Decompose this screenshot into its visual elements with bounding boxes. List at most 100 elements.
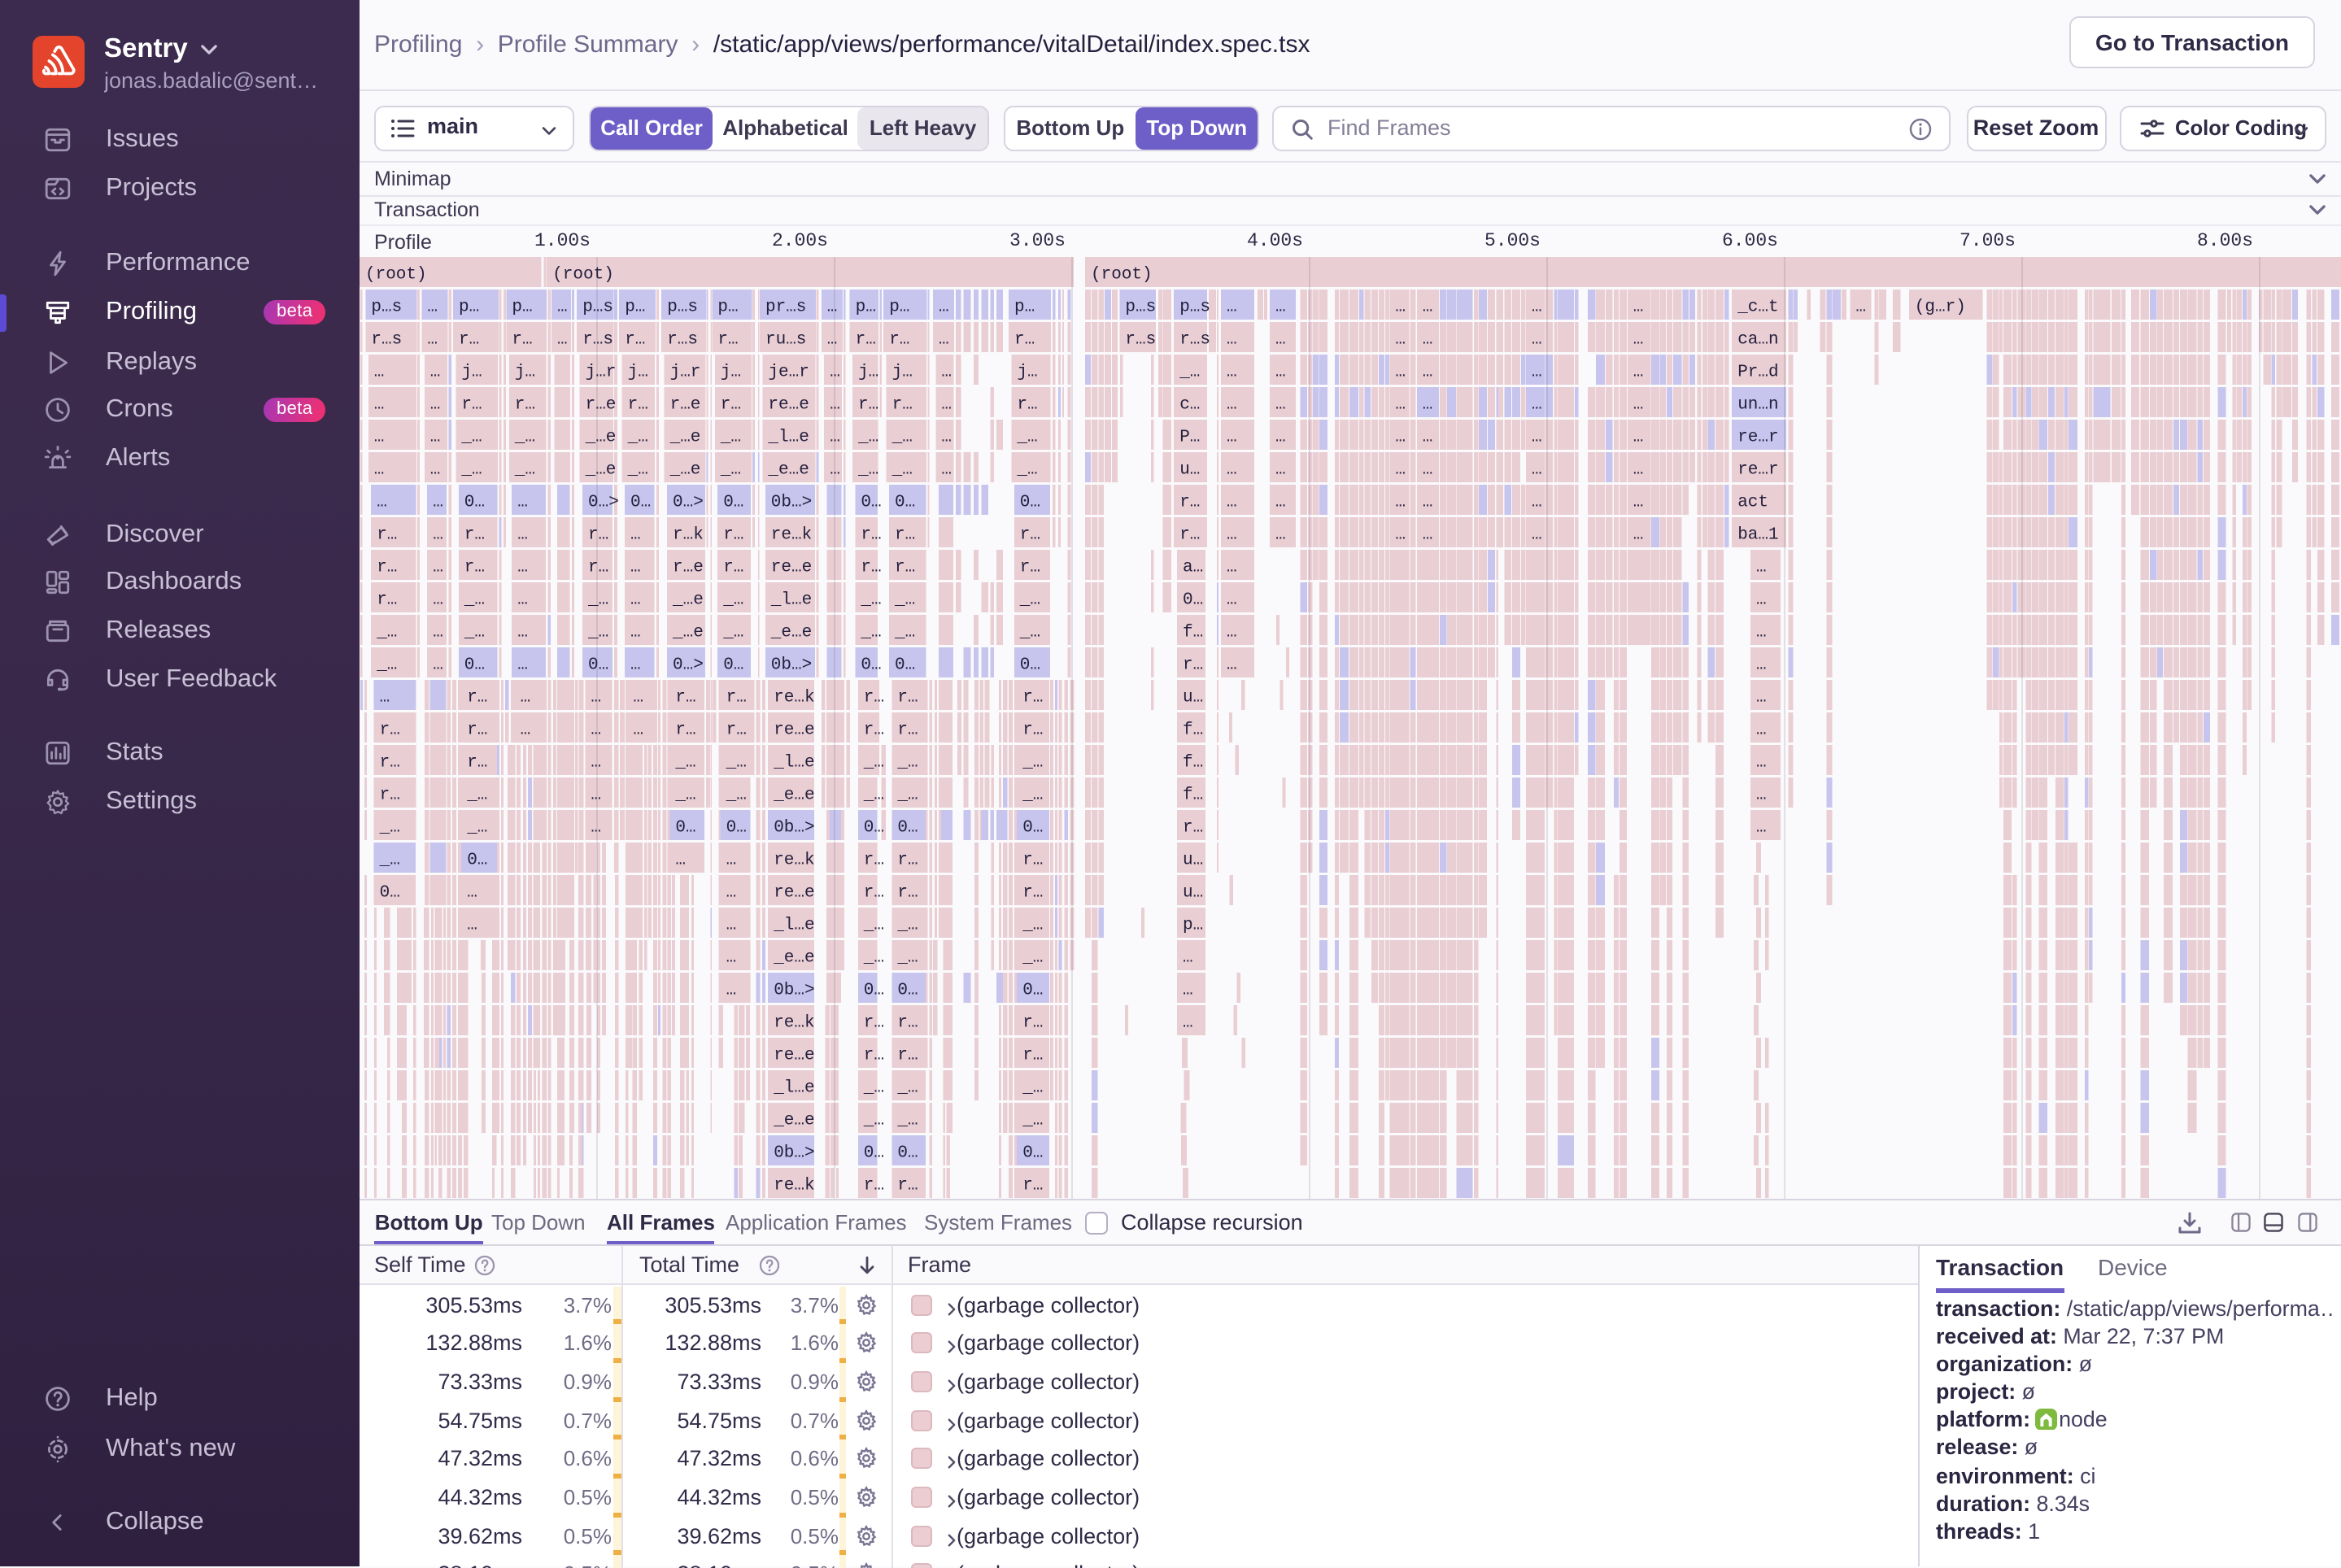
svg-text:p…: p… bbox=[625, 298, 645, 316]
svg-text:…: … bbox=[1756, 558, 1767, 577]
svg-text:_…: _… bbox=[514, 428, 535, 446]
svg-text:u…: u… bbox=[1179, 460, 1200, 479]
svg-text:r…: r… bbox=[897, 1176, 918, 1195]
svg-text:…: … bbox=[1633, 363, 1644, 381]
svg-text:…: … bbox=[827, 298, 838, 316]
svg-text:j…r: j…r bbox=[586, 363, 617, 381]
svg-text:…: … bbox=[1756, 721, 1767, 739]
svg-text:_…: _… bbox=[1016, 428, 1037, 446]
svg-text:…: … bbox=[1423, 493, 1433, 512]
svg-text:…: … bbox=[517, 525, 528, 544]
svg-text:…: … bbox=[726, 948, 737, 967]
svg-text:0…: 0… bbox=[1022, 1143, 1043, 1162]
svg-text:…: … bbox=[1756, 623, 1767, 642]
svg-text:…: … bbox=[1227, 363, 1237, 381]
svg-text:_e…e: _e…e bbox=[773, 1111, 814, 1130]
svg-text:…: … bbox=[374, 428, 385, 446]
svg-text:r…: r… bbox=[1179, 525, 1200, 544]
svg-text:_…e: _…e bbox=[672, 623, 704, 642]
svg-text:r…e: r…e bbox=[670, 395, 701, 414]
svg-text:P…: P… bbox=[1179, 428, 1200, 446]
svg-text:_…: _… bbox=[896, 948, 918, 967]
svg-text:r…: r… bbox=[858, 395, 878, 414]
svg-text:(g…r): (g…r) bbox=[1915, 298, 1966, 316]
svg-text:…: … bbox=[427, 298, 438, 316]
svg-text:_…: _… bbox=[860, 590, 881, 609]
svg-text:…: … bbox=[517, 656, 528, 674]
svg-text:r…: r… bbox=[895, 558, 915, 577]
svg-text:…: … bbox=[430, 395, 441, 414]
svg-text:0…: 0… bbox=[630, 493, 651, 512]
svg-text:…: … bbox=[1227, 590, 1237, 609]
svg-text:…: … bbox=[430, 460, 441, 479]
svg-text:act: act bbox=[1737, 493, 1768, 512]
svg-text:…: … bbox=[1633, 460, 1644, 479]
svg-text:_…: _… bbox=[726, 786, 747, 804]
svg-text:_…: _… bbox=[726, 753, 747, 772]
svg-text:r…: r… bbox=[864, 1176, 884, 1195]
svg-text:…: … bbox=[1395, 525, 1406, 544]
svg-text:re…e: re…e bbox=[771, 558, 812, 577]
svg-text:r…: r… bbox=[864, 851, 884, 869]
svg-text:re…r: re…r bbox=[1737, 428, 1778, 446]
svg-text:…: … bbox=[467, 883, 477, 902]
svg-text:_…: _… bbox=[1019, 623, 1040, 642]
svg-text:_…: _… bbox=[863, 786, 884, 804]
svg-text:r…: r… bbox=[721, 395, 741, 414]
svg-text:_…: _… bbox=[863, 753, 884, 772]
svg-text:…: … bbox=[1633, 298, 1644, 316]
svg-text:…: … bbox=[941, 460, 952, 479]
svg-text:0…: 0… bbox=[897, 1143, 918, 1162]
svg-text:…: … bbox=[557, 330, 568, 349]
svg-text:r…: r… bbox=[1179, 493, 1200, 512]
svg-text:_…: _… bbox=[464, 590, 485, 609]
svg-text:r…: r… bbox=[717, 330, 738, 349]
svg-text:…: … bbox=[1532, 493, 1542, 512]
svg-text:…: … bbox=[1395, 428, 1406, 446]
svg-text:_…: _… bbox=[863, 1111, 884, 1130]
svg-text:…: … bbox=[1275, 330, 1286, 349]
svg-text:…: … bbox=[1532, 330, 1542, 349]
svg-text:_…: _… bbox=[674, 753, 695, 772]
svg-text:re…k: re…k bbox=[771, 525, 812, 544]
svg-text:0…: 0… bbox=[861, 656, 881, 674]
svg-text:p…: p… bbox=[856, 298, 876, 316]
svg-text:r…: r… bbox=[1183, 656, 1203, 674]
svg-text:…: … bbox=[517, 493, 528, 512]
svg-text:r…: r… bbox=[864, 721, 884, 739]
svg-text:re…e: re…e bbox=[774, 721, 814, 739]
svg-text:…: … bbox=[1275, 493, 1286, 512]
svg-text:r…: r… bbox=[864, 688, 884, 707]
svg-text:r…: r… bbox=[1020, 525, 1040, 544]
svg-text:f…: f… bbox=[1183, 753, 1203, 772]
svg-text:…: … bbox=[939, 298, 949, 316]
svg-text:0…: 0… bbox=[897, 818, 918, 837]
svg-text:_e…e: _e…e bbox=[773, 948, 814, 967]
svg-text:…: … bbox=[1227, 395, 1237, 414]
svg-text:r…: r… bbox=[1022, 851, 1043, 869]
svg-text:…: … bbox=[1855, 298, 1866, 316]
svg-text:…: … bbox=[830, 428, 840, 446]
svg-text:…: … bbox=[521, 721, 531, 739]
svg-text:re…e: re…e bbox=[768, 395, 809, 414]
svg-text:…: … bbox=[1423, 330, 1433, 349]
svg-text:_…: _… bbox=[1022, 1078, 1043, 1097]
svg-text:r…: r… bbox=[864, 1046, 884, 1065]
svg-text:_…: _… bbox=[466, 818, 487, 837]
svg-text:0…>: 0…> bbox=[673, 656, 704, 674]
svg-text:…: … bbox=[591, 818, 601, 837]
svg-text:…: … bbox=[630, 623, 641, 642]
svg-text:p…s: p…s bbox=[371, 298, 402, 316]
svg-text:_…: _… bbox=[460, 428, 482, 446]
svg-text:Pr…d: Pr…d bbox=[1737, 363, 1778, 381]
svg-text:…: … bbox=[1395, 395, 1406, 414]
svg-text:…: … bbox=[1227, 330, 1237, 349]
svg-text:p…s: p…s bbox=[1179, 298, 1210, 316]
svg-text:0…: 0… bbox=[1183, 590, 1203, 609]
svg-text:…: … bbox=[1532, 460, 1542, 479]
svg-text:r…: r… bbox=[467, 753, 487, 772]
svg-text:_…: _… bbox=[627, 428, 648, 446]
svg-text:_…: _… bbox=[460, 460, 482, 479]
svg-text:…: … bbox=[1275, 298, 1286, 316]
svg-text:j…: j… bbox=[628, 363, 648, 381]
